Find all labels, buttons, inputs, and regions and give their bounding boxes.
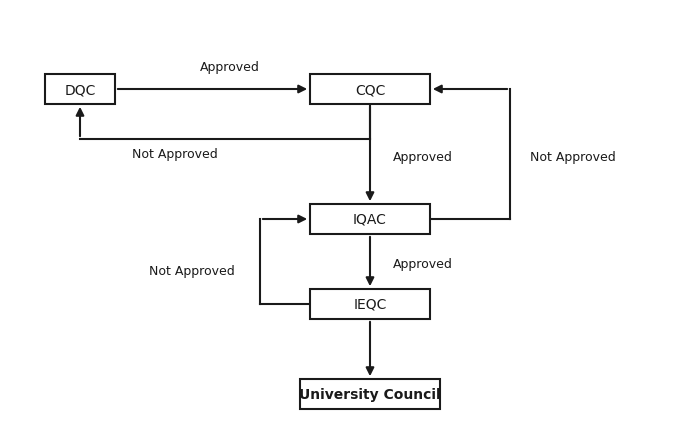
Text: Approved: Approved (393, 151, 453, 164)
Text: Approved: Approved (393, 258, 453, 271)
Text: IEQC: IEQC (354, 297, 387, 311)
FancyBboxPatch shape (45, 75, 115, 105)
Text: Not Approved: Not Approved (132, 148, 218, 161)
FancyBboxPatch shape (310, 290, 430, 319)
Text: CQC: CQC (355, 83, 385, 97)
Text: Approved: Approved (200, 61, 260, 74)
Text: DQC: DQC (65, 83, 96, 97)
FancyBboxPatch shape (310, 75, 430, 105)
Text: Not Approved: Not Approved (149, 265, 235, 278)
FancyBboxPatch shape (300, 379, 440, 409)
Text: IQAC: IQAC (353, 212, 387, 226)
Text: Not Approved: Not Approved (530, 151, 616, 164)
Text: University Council: University Council (299, 387, 441, 401)
FancyBboxPatch shape (310, 205, 430, 234)
